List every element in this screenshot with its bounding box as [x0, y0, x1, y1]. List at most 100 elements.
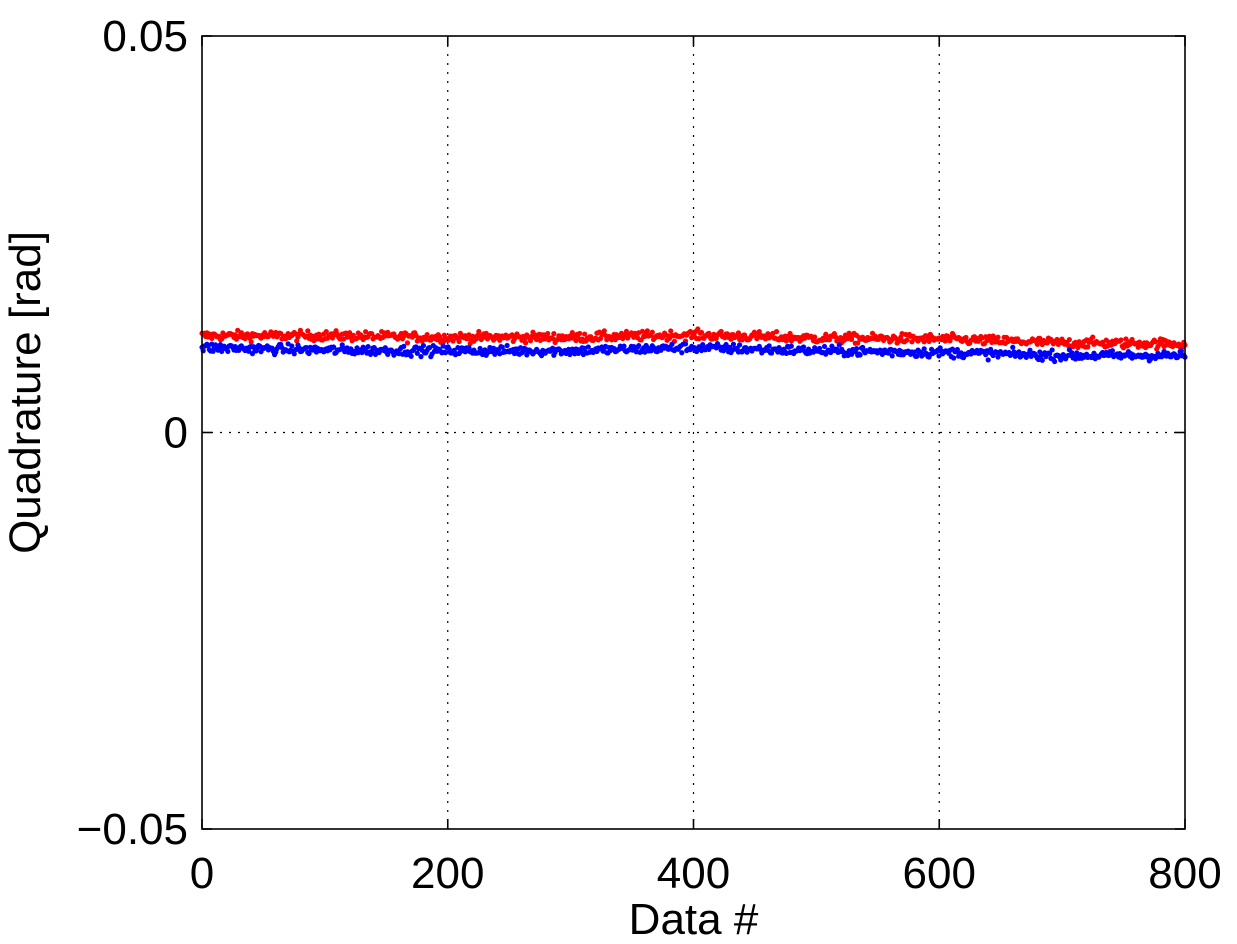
data-point — [995, 334, 1001, 340]
y-tick-label: 0 — [164, 409, 188, 458]
data-point — [305, 328, 311, 334]
x-tick-label: 400 — [657, 849, 730, 898]
data-point — [985, 357, 991, 363]
y-tick-labels: −0.05 0 0.05 — [77, 12, 188, 854]
data-point — [682, 341, 689, 347]
data-point — [323, 328, 329, 335]
data-point — [242, 336, 248, 342]
data-point — [836, 342, 842, 348]
data-point — [730, 341, 737, 347]
data-point — [698, 329, 705, 336]
data-point — [638, 337, 644, 343]
data-point — [988, 346, 994, 352]
data-point — [983, 352, 989, 358]
x-tick-label: 0 — [190, 849, 214, 898]
data-point — [248, 339, 254, 345]
data-point — [1109, 348, 1116, 354]
data-point — [773, 329, 780, 335]
data-point — [737, 342, 743, 348]
data-point — [1066, 336, 1072, 343]
data-point — [904, 337, 910, 343]
data-point — [921, 339, 927, 345]
data-point — [303, 344, 310, 351]
data-point — [450, 338, 456, 344]
data-point — [812, 334, 818, 340]
data-point — [443, 350, 449, 356]
data-point — [401, 343, 407, 349]
data-point — [954, 346, 961, 353]
data-point — [1085, 344, 1091, 350]
data-point — [414, 350, 420, 356]
data-point — [1118, 337, 1124, 343]
data-point — [1010, 344, 1016, 350]
data-point — [718, 328, 724, 335]
data-point — [440, 339, 446, 346]
data-point — [963, 334, 969, 341]
data-point — [339, 342, 345, 348]
data-point — [668, 328, 674, 334]
data-point — [209, 335, 215, 341]
data-point — [1090, 334, 1096, 340]
data-point — [1039, 357, 1045, 363]
data-point — [1176, 353, 1182, 359]
data-point — [306, 350, 312, 357]
data-point — [621, 343, 627, 349]
data-point — [1049, 347, 1055, 353]
data-point — [291, 351, 297, 357]
data-point — [855, 340, 861, 346]
data-point — [721, 348, 727, 354]
data-point — [278, 330, 284, 337]
data-point — [235, 327, 241, 333]
grid-lines — [202, 36, 1185, 829]
data-point — [700, 342, 706, 348]
x-tick-label: 600 — [903, 849, 976, 898]
axis-ticks — [201, 35, 1186, 830]
data-point — [1155, 343, 1161, 349]
x-tick-labels: 0 200 400 600 800 — [190, 849, 1222, 898]
data-point — [695, 326, 701, 332]
series-red-points — [199, 326, 1188, 352]
data-point — [476, 328, 482, 335]
data-point — [853, 346, 860, 352]
data-point — [995, 354, 1001, 360]
data-point — [331, 344, 337, 350]
data-point — [551, 331, 557, 337]
x-axis-label: Data # — [629, 895, 759, 944]
data-point — [289, 343, 295, 349]
data-point — [766, 343, 772, 349]
data-point — [1027, 347, 1033, 353]
data-point — [225, 348, 231, 355]
data-point — [499, 344, 505, 350]
data-point — [833, 334, 839, 340]
data-point — [623, 328, 630, 335]
data-point — [669, 341, 675, 347]
data-point — [889, 353, 895, 359]
data-point — [1069, 350, 1075, 356]
data-point — [456, 338, 462, 345]
data-point — [404, 340, 411, 346]
data-point — [598, 335, 604, 341]
data-point — [821, 343, 828, 350]
data-point — [385, 351, 391, 358]
data-point — [347, 330, 353, 336]
data-point — [636, 342, 642, 349]
y-tick-label: 0.05 — [102, 12, 188, 61]
data-point — [788, 343, 794, 349]
data-point — [246, 348, 252, 354]
data-point — [644, 328, 650, 334]
data-point — [577, 330, 583, 337]
data-point — [857, 352, 863, 358]
data-point — [601, 328, 607, 334]
x-tick-label: 800 — [1148, 849, 1221, 898]
data-point — [914, 353, 920, 359]
data-point — [679, 350, 685, 356]
data-point — [585, 344, 591, 350]
y-tick-label: −0.05 — [77, 805, 188, 854]
data-point — [926, 338, 932, 345]
data-point — [649, 329, 655, 335]
data-point — [504, 342, 510, 349]
data-point — [848, 351, 855, 357]
data-point — [848, 336, 855, 342]
data-point — [1051, 358, 1058, 365]
data-point — [1034, 341, 1040, 347]
